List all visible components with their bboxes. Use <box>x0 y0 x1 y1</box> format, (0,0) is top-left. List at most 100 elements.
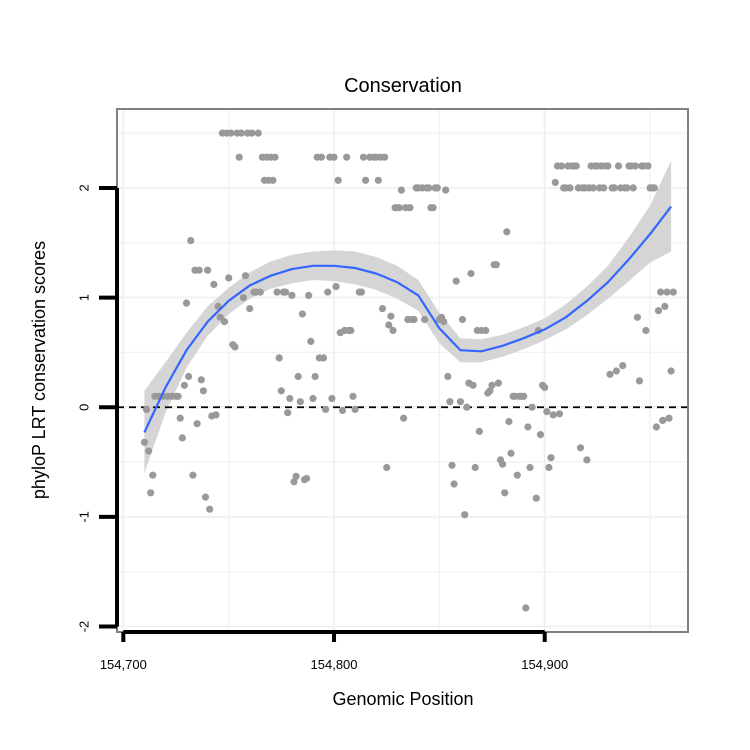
data-point <box>507 449 515 457</box>
data-point <box>572 162 580 170</box>
plot-background <box>117 109 688 632</box>
x-tick-label: 154,900 <box>521 657 568 672</box>
data-point <box>199 387 207 395</box>
data-point <box>631 162 639 170</box>
data-point <box>290 478 298 486</box>
data-point <box>269 176 277 184</box>
data-point <box>311 372 319 381</box>
data-point <box>273 288 281 296</box>
data-point <box>246 305 254 313</box>
data-point <box>606 370 614 378</box>
data-point <box>469 381 477 389</box>
data-point <box>532 494 540 502</box>
data-point <box>410 315 418 324</box>
data-point <box>292 472 300 480</box>
data-point <box>524 423 532 431</box>
data-point <box>486 387 494 395</box>
data-point <box>522 604 530 612</box>
data-point <box>526 463 534 472</box>
data-point <box>182 299 191 307</box>
data-point <box>623 184 631 192</box>
data-point <box>501 489 509 497</box>
data-point <box>142 405 151 413</box>
data-point <box>629 184 637 192</box>
x-axis: 154,700 154,800 154,900 <box>100 630 568 672</box>
data-point <box>395 204 403 212</box>
x-tick-label: 154,800 <box>311 657 358 672</box>
smooth-curve <box>143 205 672 433</box>
data-point <box>254 129 262 137</box>
data-point <box>558 162 566 170</box>
data-point <box>528 403 536 411</box>
data-point <box>657 288 665 296</box>
data-point <box>347 326 355 335</box>
y-axis-title: phyloP LRT conservation scores <box>29 241 49 499</box>
data-point <box>282 288 290 296</box>
data-point <box>448 461 456 469</box>
data-point <box>201 493 210 501</box>
data-point <box>652 423 661 431</box>
data-point <box>147 489 155 497</box>
data-point <box>324 288 332 296</box>
data-point <box>187 237 195 245</box>
data-point <box>644 162 652 170</box>
data-point <box>475 427 483 435</box>
data-point <box>659 416 667 424</box>
data-point <box>499 460 507 468</box>
data-point <box>303 474 311 483</box>
data-point <box>541 383 549 392</box>
data-point <box>231 343 239 351</box>
y-axis: -2 -1 0 1 2 <box>76 184 119 632</box>
data-point <box>332 283 340 291</box>
data-point <box>467 269 475 278</box>
data-point <box>174 392 182 400</box>
data-point <box>389 326 397 335</box>
data-point <box>444 372 452 381</box>
data-point <box>433 184 441 192</box>
data-point <box>549 411 557 419</box>
data-point <box>610 184 618 192</box>
data-point <box>385 321 393 329</box>
data-point <box>349 392 357 400</box>
data-point <box>343 153 351 161</box>
data-point <box>397 186 405 194</box>
data-point <box>669 288 677 296</box>
data-point <box>458 315 467 324</box>
data-point <box>362 176 370 184</box>
data-point <box>216 313 224 321</box>
data-point <box>551 178 559 187</box>
data-point <box>566 184 574 192</box>
data-point <box>589 184 597 192</box>
data-point <box>494 379 502 387</box>
data-point <box>492 261 500 269</box>
data-point <box>381 153 389 161</box>
data-point <box>461 511 469 519</box>
data-point <box>227 129 235 137</box>
y-tick-label: -1 <box>76 511 91 523</box>
data-point <box>195 266 203 274</box>
data-point <box>612 367 621 375</box>
data-point <box>322 405 330 413</box>
data-point <box>212 411 220 419</box>
data-point <box>663 288 671 296</box>
data-point <box>505 417 513 426</box>
data-point <box>220 318 229 326</box>
data-point <box>463 403 471 411</box>
data-point <box>600 184 608 192</box>
data-point <box>456 398 464 406</box>
data-points <box>140 129 677 612</box>
y-tick-label: 0 <box>76 404 91 411</box>
data-point <box>442 186 450 194</box>
data-point <box>429 204 437 212</box>
data-point <box>351 405 359 413</box>
data-point <box>667 367 675 375</box>
x-axis-title: Genomic Position <box>332 689 473 709</box>
data-point <box>319 354 328 362</box>
data-point <box>180 381 188 389</box>
data-point <box>536 431 545 439</box>
data-point <box>237 129 245 137</box>
data-point <box>665 414 673 422</box>
data-point <box>547 454 555 462</box>
data-point <box>176 414 184 422</box>
data-point <box>471 463 479 472</box>
